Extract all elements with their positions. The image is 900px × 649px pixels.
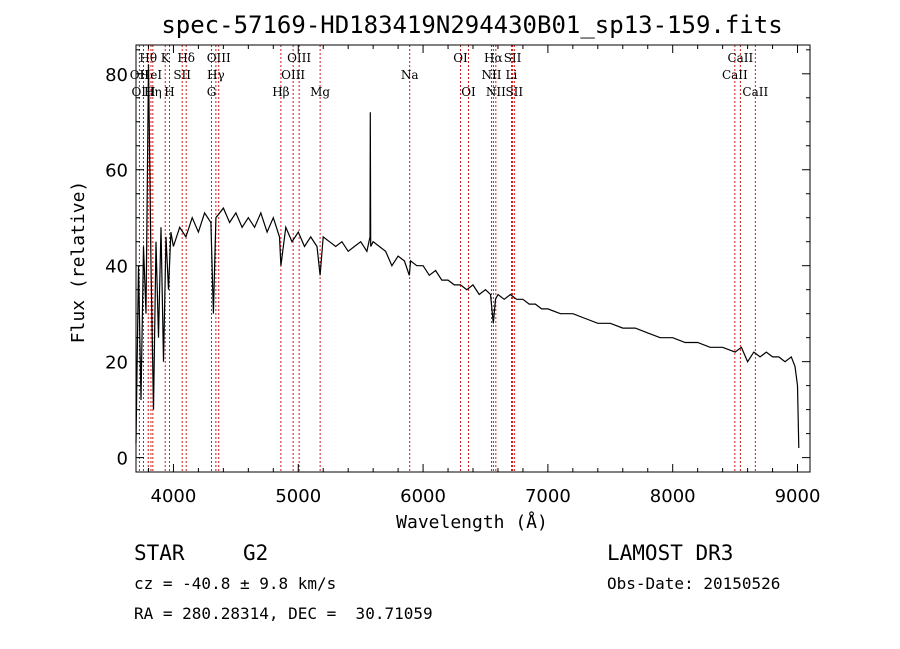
spectral-line-label: Hθ xyxy=(139,51,157,65)
x-tick-label: 6000 xyxy=(400,486,446,507)
y-axis-label: Flux (relative) xyxy=(68,181,89,344)
y-tick-label: 0 xyxy=(117,449,128,470)
spectral-line-label: Hβ xyxy=(272,85,289,99)
plot-frame xyxy=(135,44,811,473)
spectral-line-label: Hη xyxy=(144,85,162,99)
y-axis-ticks: 0 20 40 60 80 xyxy=(105,49,810,470)
object-class: STAR xyxy=(134,541,185,565)
x-tick-label: 9000 xyxy=(775,486,821,507)
y-tick-label: 40 xyxy=(105,257,128,278)
spectral-line-label: Mg xyxy=(310,85,330,99)
y-tick-label: 20 xyxy=(105,353,128,374)
spectral-line-label: OIII xyxy=(287,51,311,65)
chart-title: spec-57169-HD183419N294430B01_sp13-159.f… xyxy=(161,11,782,39)
spectral-line-label: Hγ xyxy=(207,68,225,82)
spectral-line-label: H xyxy=(164,85,174,99)
survey-name: LAMOST DR3 xyxy=(607,541,734,565)
y-tick-label: 80 xyxy=(105,65,128,86)
y-tick-label: 60 xyxy=(105,161,128,182)
coordinates: RA = 280.28314, DEC = 30.71059 xyxy=(134,604,433,623)
spectral-line-label: OI xyxy=(453,51,468,65)
spectral-subclass: G2 xyxy=(243,541,269,565)
spectral-line-label: K xyxy=(161,51,171,65)
spectral-line-label: SII xyxy=(173,68,191,82)
x-tick-label: 4000 xyxy=(151,486,197,507)
x-axis-ticks: 4000 5000 6000 7000 8000 9000 xyxy=(147,45,821,507)
spectral-line-label: OIII xyxy=(281,68,305,82)
spectral-line-label: CaII xyxy=(727,51,753,65)
redshift-cz: cz = -40.8 ± 9.8 km/s xyxy=(134,574,337,593)
spectral-line-label: Hδ xyxy=(177,51,195,65)
spectral-line-label: OIII xyxy=(207,51,231,65)
spectral-line-label: G xyxy=(207,85,217,99)
observation-date: Obs-Date: 20150526 xyxy=(607,574,781,593)
spectral-line-label: CaII xyxy=(722,68,748,82)
spectral-line-markers xyxy=(138,45,756,472)
spectral-line-label: NII xyxy=(486,85,506,99)
spectral-line-label: CaII xyxy=(742,85,768,99)
x-tick-label: 7000 xyxy=(525,486,571,507)
x-tick-label: 8000 xyxy=(650,486,696,507)
spectral-line-label: OII xyxy=(130,68,150,82)
spectral-line-label: SII xyxy=(504,51,522,65)
spectral-line-labels: OII Hθ OIII HeI Hη K H SII Hδ OIII Hγ G Hβ OIII OIII Mg… xyxy=(130,51,769,99)
x-axis-label: Wavelength (Å) xyxy=(396,511,548,533)
x-tick-label: 5000 xyxy=(275,486,321,507)
spectral-line-label: Na xyxy=(401,68,419,82)
spectral-line-label: Li xyxy=(506,68,518,82)
spectral-line-label: NII xyxy=(481,68,501,82)
spectral-line-label: HeI xyxy=(140,68,163,82)
spectral-line-label: Hα xyxy=(484,51,503,65)
spectral-line-label: OIII xyxy=(131,85,155,99)
spectral-line-label: SII xyxy=(505,85,523,99)
spectrum-line xyxy=(135,64,800,449)
spectral-line-label: OI xyxy=(461,85,476,99)
